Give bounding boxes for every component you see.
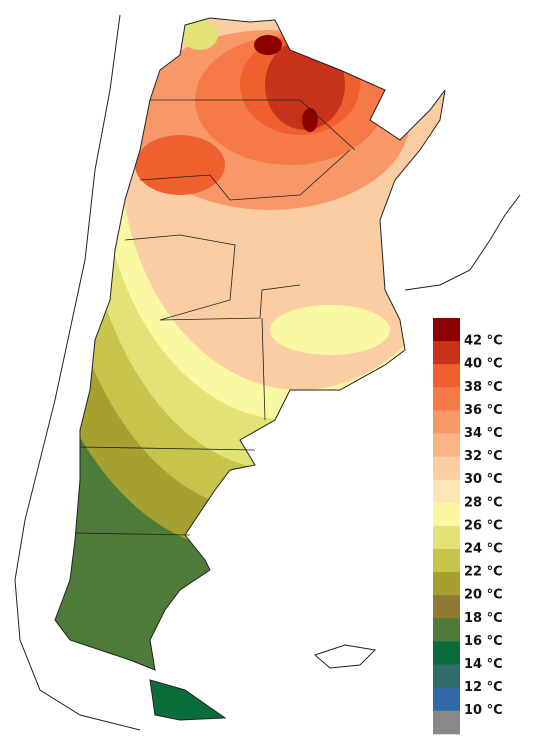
legend-swatch (433, 664, 460, 689)
legend-label: 22 °C (464, 565, 503, 580)
legend-swatch (433, 410, 460, 434)
chile-coast (14, 14, 141, 731)
uruguay-coast (404, 194, 521, 291)
legend-swatch (433, 341, 460, 365)
legend: 42 °C 40 °C 38 °C 36 °C 34 °C 32 °C 30 °C 28 °C… (433, 318, 503, 735)
legend-label: 38 °C (464, 380, 503, 395)
legend-swatch (433, 595, 460, 619)
province-borders (74, 99, 356, 536)
legend-label: 12 °C (464, 680, 503, 695)
legend-label: 32 °C (464, 449, 503, 464)
legend-label: 26 °C (464, 518, 503, 533)
legend-label: 14 °C (464, 657, 503, 672)
legend-swatch (433, 318, 460, 342)
legend-label: 42 °C (464, 334, 503, 349)
legend-swatch (433, 364, 460, 388)
legend-swatch (433, 479, 460, 504)
legend-label: 16 °C (464, 634, 503, 649)
country-outline (54, 17, 446, 721)
legend-label: 30 °C (464, 472, 503, 487)
legend-swatch (433, 433, 460, 458)
legend-label: 28 °C (464, 495, 503, 510)
malvinas (314, 644, 377, 669)
legend-swatch (433, 525, 460, 550)
legend-label: 10 °C (464, 703, 503, 718)
legend-label: 36 °C (464, 403, 503, 418)
legend-swatch (433, 641, 460, 665)
legend-swatch (433, 572, 460, 596)
legend-label: 24 °C (464, 542, 503, 557)
legend-label: 34 °C (464, 426, 503, 441)
legend-swatch (433, 687, 460, 712)
legend-swatch (433, 502, 460, 527)
legend-swatch (433, 710, 460, 735)
legend-label: 40 °C (464, 357, 503, 372)
legend-label: 18 °C (464, 611, 503, 626)
legend-swatch (433, 549, 460, 573)
legend-swatch (433, 387, 460, 411)
legend-label: 20 °C (464, 588, 503, 603)
legend-swatch (433, 618, 460, 642)
legend-swatch (433, 456, 460, 481)
